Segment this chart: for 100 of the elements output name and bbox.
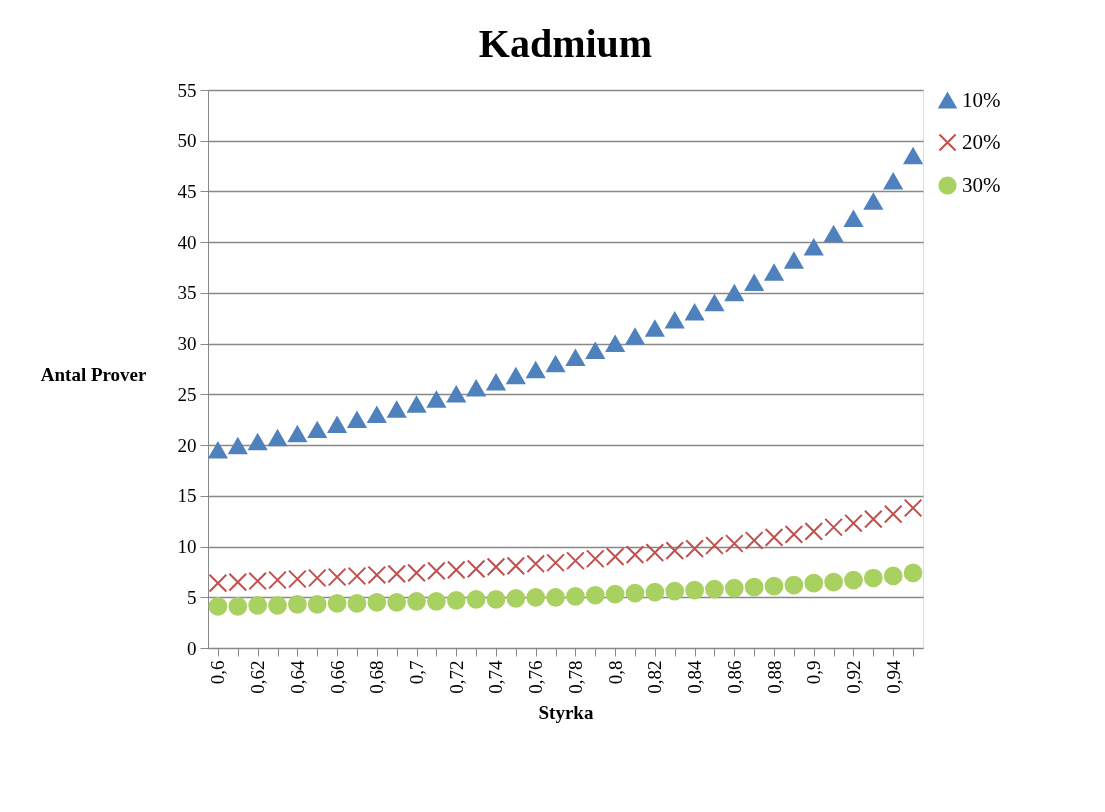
point — [784, 525, 804, 544]
x-tick-label: 0,62 — [247, 660, 269, 694]
x-tick-label: 0,66 — [326, 660, 348, 694]
point — [903, 147, 923, 165]
point — [367, 406, 387, 423]
point — [347, 411, 367, 428]
x-axis-title: Styrka — [538, 701, 594, 723]
point — [248, 433, 268, 451]
y-tick-label: 35 — [177, 282, 197, 304]
point — [288, 595, 307, 614]
point — [784, 252, 804, 269]
point — [744, 274, 764, 292]
point — [566, 586, 585, 606]
x-tick-label: 0,86 — [723, 660, 745, 694]
point — [804, 573, 824, 593]
point — [883, 566, 903, 586]
point — [863, 568, 883, 588]
point — [605, 335, 625, 352]
point — [844, 513, 863, 533]
point — [526, 361, 546, 379]
point — [427, 391, 446, 408]
point — [824, 225, 843, 243]
y-tick-label: 40 — [177, 231, 197, 253]
point — [724, 578, 744, 598]
point — [307, 421, 327, 439]
point — [744, 577, 764, 597]
point — [645, 582, 665, 602]
point — [585, 585, 605, 605]
x-tick-label: 0,9 — [803, 660, 825, 685]
point — [506, 588, 526, 608]
point — [387, 592, 407, 612]
point — [546, 587, 565, 607]
point — [764, 528, 784, 547]
legend-label: 30% — [962, 172, 1001, 197]
point — [705, 294, 724, 312]
point — [566, 349, 585, 367]
point — [804, 239, 824, 256]
point — [506, 367, 526, 385]
y-tick-label: 15 — [177, 485, 197, 507]
point — [585, 342, 605, 359]
y-tick-label: 10 — [177, 536, 197, 558]
point — [824, 517, 843, 537]
point — [844, 210, 863, 228]
point — [228, 597, 248, 616]
x-tick-label: 0,82 — [644, 660, 666, 694]
point — [347, 594, 367, 613]
point — [625, 583, 645, 603]
point — [387, 401, 407, 418]
point — [427, 591, 446, 611]
point — [764, 576, 784, 596]
point — [208, 597, 228, 616]
point — [486, 373, 506, 391]
point — [903, 563, 923, 583]
point — [208, 441, 228, 459]
y-tick-label: 5 — [187, 586, 197, 608]
y-tick-label: 55 — [177, 79, 197, 101]
y-tick-label: 45 — [177, 180, 197, 202]
x-tick-label: 0,7 — [406, 660, 428, 685]
point — [446, 590, 466, 610]
point — [824, 572, 843, 592]
y-tick-label: 25 — [177, 383, 197, 405]
y-tick-label: 30 — [177, 333, 197, 355]
chart-title: Kadmium — [478, 21, 653, 66]
x-tick-label: 0,6 — [207, 660, 229, 685]
point — [268, 596, 287, 615]
point — [844, 570, 863, 590]
point — [685, 580, 704, 600]
point — [526, 587, 546, 607]
legend-label: 10% — [962, 87, 1001, 112]
point — [863, 193, 883, 210]
x-tick-label: 0,92 — [842, 660, 864, 694]
point — [446, 386, 466, 403]
point — [466, 589, 486, 609]
y-axis-title: Antal Prover — [40, 364, 148, 386]
point — [327, 594, 347, 613]
point — [466, 380, 486, 397]
x-tick-label: 0,88 — [763, 660, 785, 694]
point — [327, 416, 347, 434]
point — [228, 437, 248, 455]
point — [883, 504, 903, 524]
point — [605, 584, 625, 604]
point — [407, 396, 426, 413]
point — [268, 429, 287, 447]
point — [883, 173, 903, 190]
point — [685, 303, 704, 321]
point — [665, 312, 685, 329]
point — [903, 498, 923, 518]
x-tick-label: 0,94 — [882, 660, 904, 694]
x-tick-label: 0,64 — [286, 660, 308, 694]
point — [486, 589, 506, 609]
point — [705, 579, 724, 599]
point — [863, 509, 883, 529]
point — [367, 592, 387, 612]
point — [804, 521, 824, 541]
point — [724, 284, 744, 302]
x-tick-label: 0,8 — [604, 660, 626, 685]
x-tick-label: 0,84 — [684, 660, 706, 694]
point — [645, 320, 665, 337]
point — [546, 355, 565, 373]
point — [665, 581, 685, 601]
